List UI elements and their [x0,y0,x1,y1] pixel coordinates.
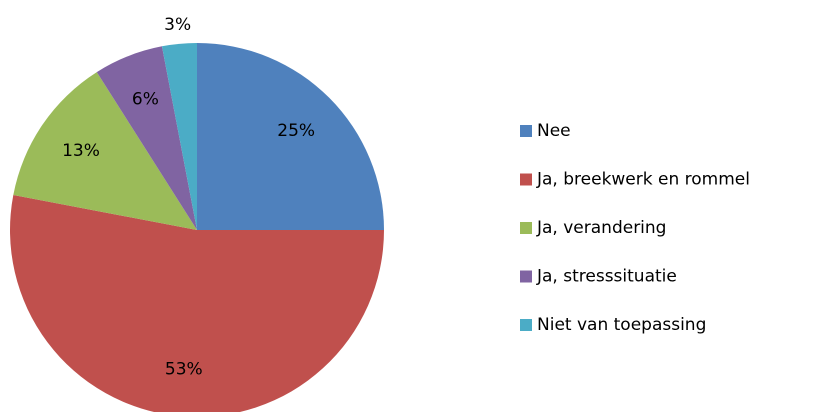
legend-label: Ja, breekwerk en rommel [536,170,750,190]
legend-label: Ja, verandering [536,218,666,238]
pie-slice [96,46,197,230]
pie-slice [161,43,197,230]
legend-swatch [520,222,532,234]
legend-swatch [520,270,532,283]
pie-slice [13,72,197,230]
data-label: 3% [164,15,191,35]
legend-swatch [520,319,532,331]
data-label: 53% [165,360,203,380]
data-label: 13% [62,141,100,161]
legend-label: Nee [537,121,571,141]
data-label: 25% [277,121,315,141]
pie-slice [197,43,384,230]
legend-label: Ja, stresssituatie [536,267,677,287]
legend-swatch [520,125,532,137]
legend-swatch [520,173,532,186]
pie-slice [10,194,384,412]
legend-label: Niet van toepassing [537,315,706,335]
data-label: 6% [132,90,159,110]
